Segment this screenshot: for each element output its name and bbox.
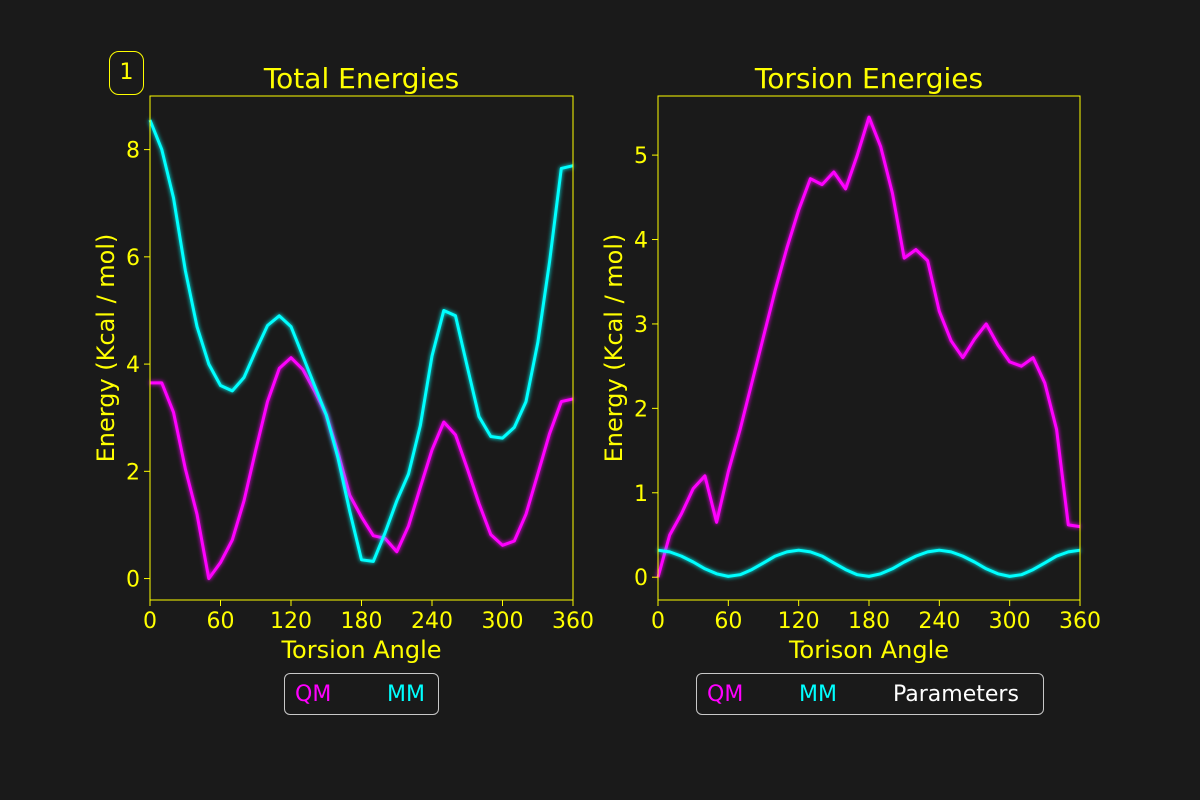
panel-number-badge: 1 — [109, 51, 144, 95]
x-tick-label: 300 — [482, 609, 524, 634]
x-tick-label: 0 — [143, 609, 157, 634]
legend-torsion-energies: QM MM Parameters — [696, 673, 1044, 715]
chart-title: Torsion Energies — [754, 62, 983, 95]
y-tick-label: 4 — [634, 229, 648, 254]
plot-frame — [657, 95, 1081, 601]
legend-entry-qm: QM — [707, 681, 744, 707]
x-tick-label: 360 — [552, 609, 594, 634]
x-tick-label: 240 — [411, 609, 453, 634]
y-axis-label: Energy (Kcal / mol) — [600, 234, 628, 463]
x-tick-label: 120 — [778, 609, 820, 634]
legend-total-energies: QM MM — [284, 673, 439, 715]
y-axis-label: Energy (Kcal / mol) — [92, 234, 120, 463]
y-tick-label: 2 — [126, 460, 140, 485]
x-tick-label: 360 — [1059, 609, 1101, 634]
y-tick-label: 0 — [634, 566, 648, 591]
y-tick-label: 1 — [634, 482, 648, 507]
x-tick-label: 0 — [651, 609, 665, 634]
series-line-qm — [656, 115, 1081, 578]
y-tick-label: 4 — [126, 353, 140, 378]
x-tick-label: 300 — [989, 609, 1031, 634]
y-tick-label: 0 — [126, 568, 140, 593]
x-tick-label: 240 — [918, 609, 960, 634]
plot-frame — [149, 95, 574, 601]
x-axis-label: Torsion Angle — [280, 636, 441, 664]
y-tick-label: 8 — [126, 139, 140, 164]
series-line-qm — [150, 356, 574, 581]
legend-entry-parameters: Parameters — [893, 681, 1019, 707]
y-tick-label: 3 — [634, 313, 648, 338]
legend-entry-mm: MM — [799, 681, 837, 707]
series-line-mm — [148, 119, 574, 563]
series-line-mm — [657, 548, 1081, 578]
x-tick-label: 180 — [341, 609, 383, 634]
legend-entry-qm: QM — [295, 681, 332, 707]
x-tick-label: 180 — [848, 609, 890, 634]
y-tick-label: 5 — [634, 144, 648, 169]
chart-title: Total Energies — [263, 62, 459, 95]
x-tick-label: 120 — [270, 609, 312, 634]
legend-entry-mm: MM — [387, 681, 425, 707]
y-tick-label: 6 — [126, 246, 140, 271]
x-axis-label: Torison Angle — [788, 636, 949, 664]
x-tick-label: 60 — [714, 609, 742, 634]
x-tick-label: 60 — [207, 609, 235, 634]
y-tick-label: 2 — [634, 397, 648, 422]
